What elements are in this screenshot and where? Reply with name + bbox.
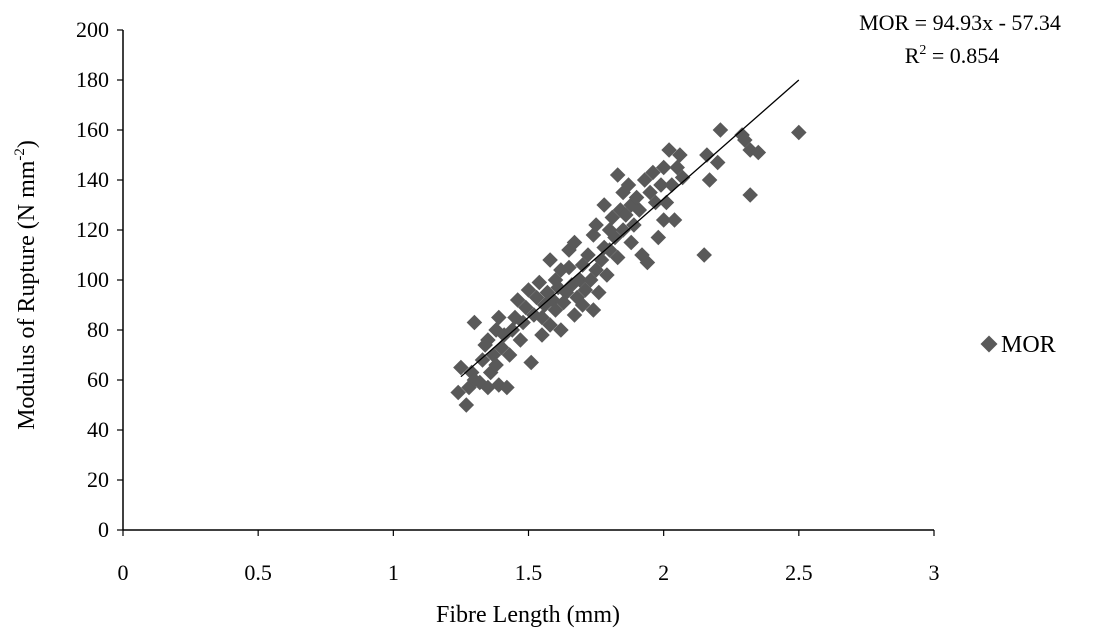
data-point xyxy=(666,212,683,228)
r2-superscript: 2 xyxy=(919,43,926,58)
data-point xyxy=(491,309,507,326)
x-tick-label: 1 xyxy=(388,560,399,585)
data-point xyxy=(523,354,539,371)
y-tick-label: 140 xyxy=(76,167,109,192)
y-tick-label: 160 xyxy=(76,117,109,142)
data-point xyxy=(696,247,712,263)
legend-label-mor: MOR xyxy=(1001,332,1056,358)
y-ticks: 0 20 40 60 80 100 120 140 160 180 200 xyxy=(76,17,123,542)
axes xyxy=(122,30,934,531)
y-tick-label: 100 xyxy=(76,267,109,292)
y-tick-label: 80 xyxy=(87,317,109,342)
x-axis-title: Fibre Length (mm) xyxy=(436,602,620,628)
data-point xyxy=(742,187,758,203)
data-point xyxy=(466,314,483,331)
data-point xyxy=(458,397,475,413)
y-tick-label: 40 xyxy=(87,417,109,442)
trendline-r-squared: R2 = 0.854 xyxy=(905,43,1000,68)
x-tick-label: 2.5 xyxy=(785,560,813,585)
data-point xyxy=(712,122,729,138)
data-points xyxy=(450,122,807,413)
y-tick-label: 60 xyxy=(87,367,109,392)
data-point xyxy=(596,197,612,213)
y-tick-label: 0 xyxy=(98,517,109,542)
trendline-equation: MOR = 94.93x - 57.34 xyxy=(859,10,1061,35)
data-point xyxy=(791,124,807,141)
data-point xyxy=(609,167,626,183)
data-point xyxy=(623,234,639,251)
x-tick-label: 2 xyxy=(658,560,669,585)
data-point xyxy=(650,229,667,246)
legend-marker-diamond xyxy=(980,335,998,353)
data-point xyxy=(591,284,607,301)
y-axis-title: Modulus of Rupture (N mm-2) xyxy=(12,140,40,430)
trendline xyxy=(460,79,800,378)
y-tick-label: 180 xyxy=(76,67,109,92)
r2-value: = 0.854 xyxy=(926,43,999,68)
x-ticks: 0 0.5 1 1.5 2 2.5 3 xyxy=(118,530,940,585)
r2-prefix: R xyxy=(905,43,920,68)
x-tick-label: 0.5 xyxy=(244,560,272,585)
y-tick-label: 20 xyxy=(87,467,109,492)
y-axis-title-close: ) xyxy=(14,140,40,148)
y-axis-title-superscript: -2 xyxy=(12,148,28,161)
x-tick-label: 1.5 xyxy=(515,560,543,585)
legend: MOR xyxy=(980,332,1056,358)
y-tick-label: 120 xyxy=(76,217,109,242)
y-tick-label: 200 xyxy=(76,17,109,42)
y-axis-title-main: Modulus of Rupture (N mm xyxy=(14,160,40,430)
data-point xyxy=(542,252,558,268)
x-tick-label: 3 xyxy=(929,560,940,585)
x-tick-label: 0 xyxy=(118,560,129,585)
data-point xyxy=(701,172,718,188)
